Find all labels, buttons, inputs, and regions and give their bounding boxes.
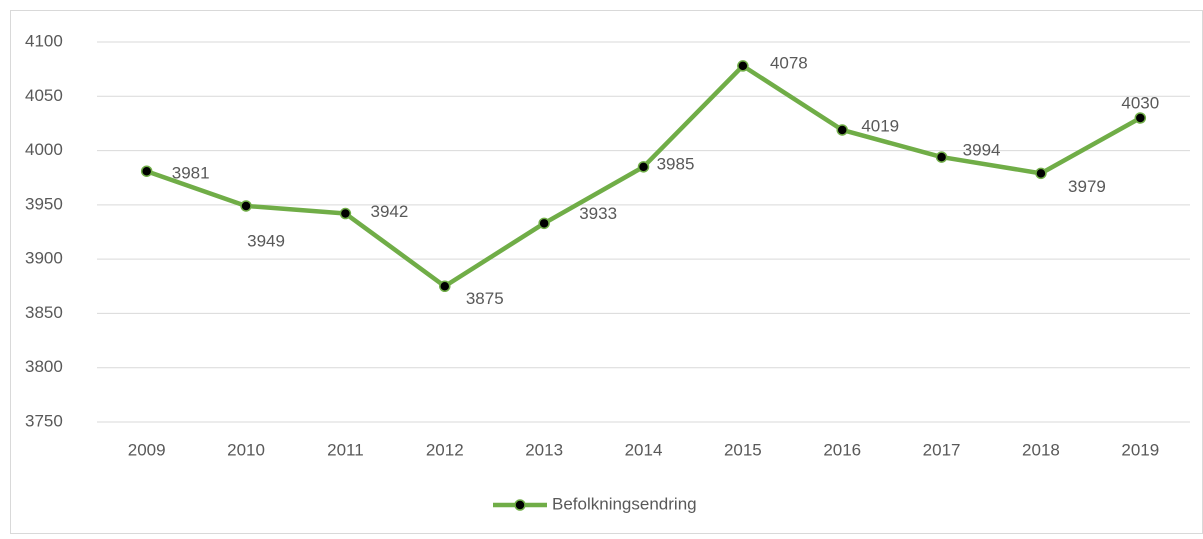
y-tick-label: 4100 [25,31,63,50]
data-point [1035,167,1047,180]
x-tick-label: 2017 [923,440,961,459]
x-tick-label: 2018 [1022,440,1060,459]
x-tick-label: 2019 [1121,440,1159,459]
y-tick-label: 3850 [25,303,63,322]
y-tick-label: 4000 [25,140,63,159]
data-label: 3875 [466,289,504,308]
data-label: 3979 [1068,177,1106,196]
y-tick-label: 3950 [25,194,63,213]
data-point [935,151,948,163]
chart-frame [10,10,1203,534]
data-label: 3981 [172,164,210,183]
x-tick-label: 2013 [525,440,563,459]
data-label: 4019 [861,116,899,135]
data-label: 3949 [247,231,285,250]
data-point [339,207,352,220]
data-point [1134,112,1147,124]
data-point [140,165,153,177]
data-point [439,280,451,293]
data-point [637,161,650,173]
y-tick-label: 3750 [25,411,63,430]
data-label: 4078 [770,53,808,72]
y-tick-label: 3900 [25,249,63,268]
data-point [737,60,749,72]
data-label: 3985 [657,154,695,173]
data-point [538,217,550,230]
x-tick-label: 2016 [823,440,861,459]
data-label: 3994 [963,141,1001,160]
data-label: 3933 [579,204,617,223]
y-tick-label: 3800 [25,357,63,376]
data-label: 3942 [370,202,408,221]
x-tick-label: 2009 [128,440,166,459]
data-point [836,124,848,136]
legend-label: Befolkningsendring [552,494,697,513]
x-tick-label: 2011 [327,440,364,459]
x-tick-label: 2010 [227,440,265,459]
x-tick-label: 2014 [625,440,663,459]
x-tick-label: 2012 [426,440,464,459]
data-label: 4030 [1121,93,1159,112]
data-point [240,200,252,212]
y-tick-label: 4050 [25,86,63,105]
x-tick-label: 2015 [724,440,762,459]
legend-marker [514,499,526,511]
